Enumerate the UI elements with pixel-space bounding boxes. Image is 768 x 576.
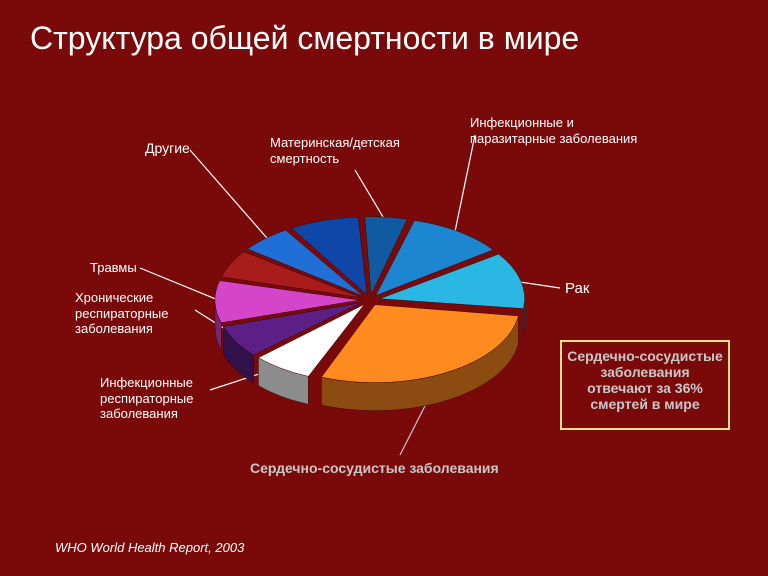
slide-stage: Структура общей смертности в миреWHO Wor…	[0, 0, 768, 576]
lbl-injury: Травмы	[90, 260, 210, 276]
lbl-cvd: Сердечно-сосудистые заболевания	[250, 460, 570, 477]
leader-maternal	[355, 170, 385, 221]
lbl-infect: Инфекционные ипаразитарные заболевания	[470, 115, 690, 146]
mortality-pie-chart	[0, 0, 768, 576]
leader-other2	[190, 150, 270, 241]
lbl-other: Другие	[145, 140, 265, 157]
lbl-respinf: Инфекционныереспираторныезаболевания	[100, 375, 260, 422]
lbl-cancer: Рак	[565, 280, 645, 298]
lbl-maternal: Материнская/детскаясмертность	[270, 135, 470, 166]
lbl-chronresp: Хроническиереспираторные заболевания	[75, 290, 235, 337]
